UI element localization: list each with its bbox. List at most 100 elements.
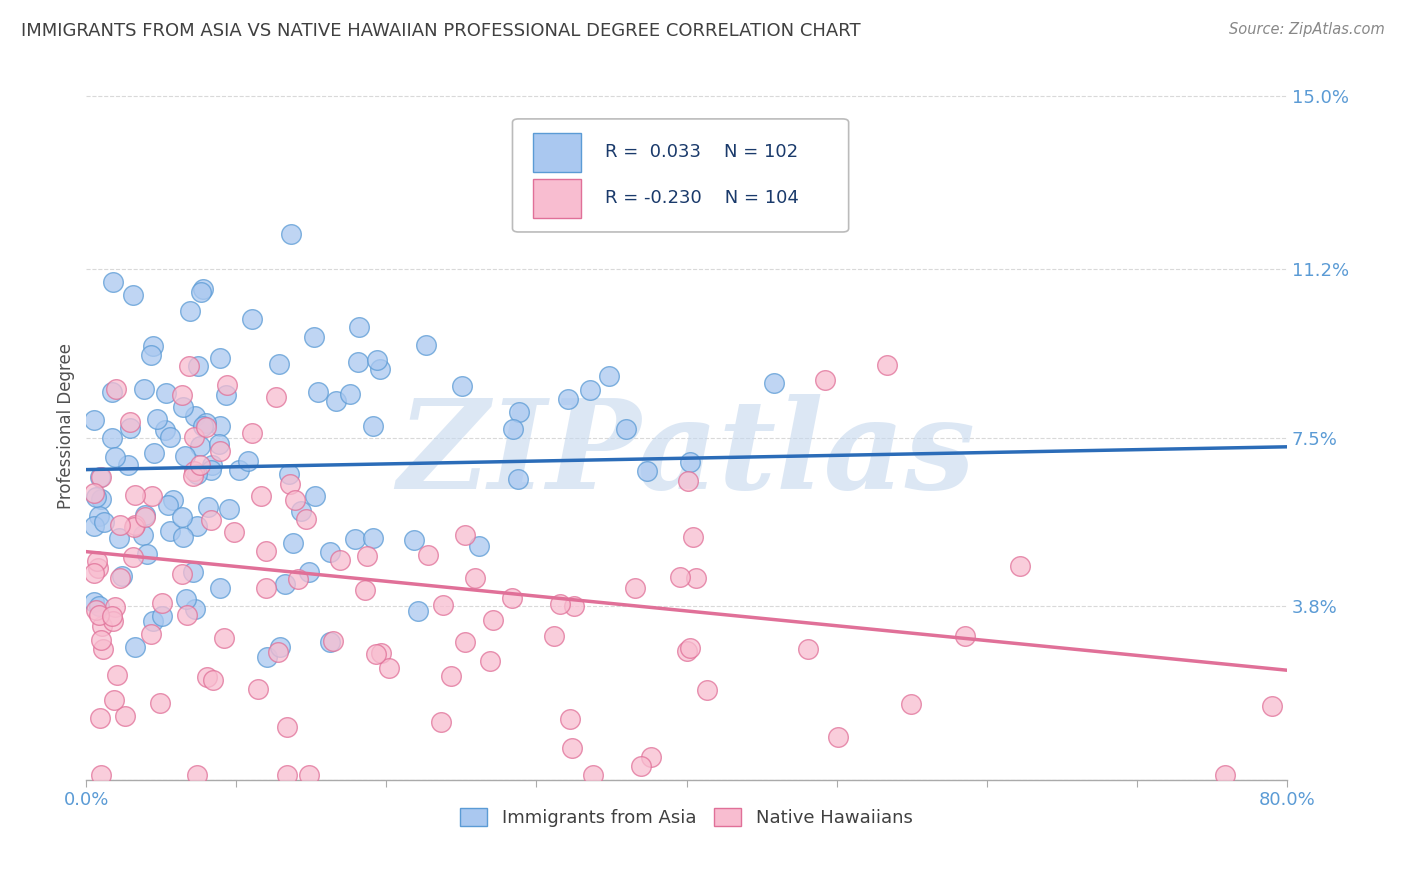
Point (343, 532, 366, 546)
Point (430, 714, 453, 729)
Point (1213, 768, 1236, 782)
Point (134, 509, 156, 524)
Point (146, 411, 169, 425)
Point (630, 758, 652, 772)
Point (508, 472, 530, 486)
Point (176, 592, 198, 607)
Point (188, 458, 211, 472)
Point (83, 412, 105, 426)
Point (254, 581, 277, 595)
Point (184, 409, 207, 423)
Point (222, 525, 245, 540)
Point (177, 359, 200, 373)
Point (276, 768, 298, 782)
Point (579, 384, 602, 398)
Point (183, 464, 205, 478)
Point (212, 631, 235, 645)
Point (101, 614, 124, 628)
Point (614, 422, 637, 436)
Point (208, 444, 231, 458)
Point (110, 518, 132, 533)
Point (678, 474, 700, 488)
Point (501, 591, 523, 605)
Point (136, 547, 159, 561)
FancyBboxPatch shape (533, 133, 581, 172)
Point (172, 529, 194, 543)
Point (214, 388, 236, 402)
Point (685, 571, 707, 585)
Point (190, 285, 212, 300)
Point (142, 614, 165, 628)
Point (329, 553, 352, 567)
Point (100, 385, 122, 400)
Text: Source: ZipAtlas.com: Source: ZipAtlas.com (1229, 22, 1385, 37)
Point (361, 532, 384, 546)
Point (155, 385, 177, 400)
Point (186, 519, 208, 533)
Point (134, 382, 156, 396)
Point (183, 602, 205, 616)
Point (218, 502, 240, 516)
Point (208, 351, 231, 365)
Point (179, 304, 201, 318)
Point (236, 454, 259, 468)
Point (468, 539, 491, 553)
Point (582, 768, 605, 782)
Point (298, 565, 321, 579)
Text: R =  0.033    N = 102: R = 0.033 N = 102 (605, 144, 799, 161)
Point (197, 670, 219, 684)
Point (415, 337, 437, 351)
Point (640, 750, 662, 764)
Point (142, 338, 165, 352)
Y-axis label: Professional Degree: Professional Degree (58, 343, 75, 509)
Point (339, 386, 361, 401)
Point (149, 696, 172, 710)
Point (150, 609, 173, 624)
Point (131, 527, 153, 541)
Point (89, 599, 111, 614)
Point (191, 282, 214, 296)
Point (134, 508, 156, 522)
Point (103, 692, 125, 706)
Point (557, 392, 579, 406)
Point (276, 720, 298, 734)
Point (187, 359, 209, 373)
Point (302, 330, 325, 344)
Point (269, 357, 291, 371)
Point (228, 463, 250, 477)
Point (93, 515, 115, 529)
Point (558, 712, 581, 726)
Point (508, 405, 530, 419)
Point (464, 571, 486, 585)
Point (364, 647, 387, 661)
Point (124, 640, 146, 655)
Point (186, 467, 208, 481)
Point (281, 535, 304, 549)
Point (264, 390, 287, 404)
Point (104, 450, 127, 464)
Point (636, 465, 658, 479)
Point (200, 513, 222, 527)
Point (114, 709, 136, 723)
Point (170, 388, 193, 402)
Point (319, 544, 342, 558)
Point (83, 485, 105, 500)
Point (543, 629, 565, 643)
Point (284, 493, 307, 508)
Point (191, 418, 214, 433)
Point (307, 384, 329, 399)
Point (91, 619, 114, 633)
Point (90, 470, 112, 484)
Text: R = -0.230    N = 104: R = -0.230 N = 104 (605, 189, 799, 208)
Point (269, 640, 291, 654)
Point (561, 740, 583, 755)
Point (172, 400, 194, 414)
Point (814, 373, 837, 387)
Legend: Immigrants from Asia, Native Hawaiians: Immigrants from Asia, Native Hawaiians (453, 800, 920, 834)
Point (481, 613, 503, 627)
Point (117, 458, 139, 473)
Point (797, 642, 820, 657)
Point (90, 491, 112, 506)
Point (172, 510, 194, 524)
Point (197, 500, 219, 514)
